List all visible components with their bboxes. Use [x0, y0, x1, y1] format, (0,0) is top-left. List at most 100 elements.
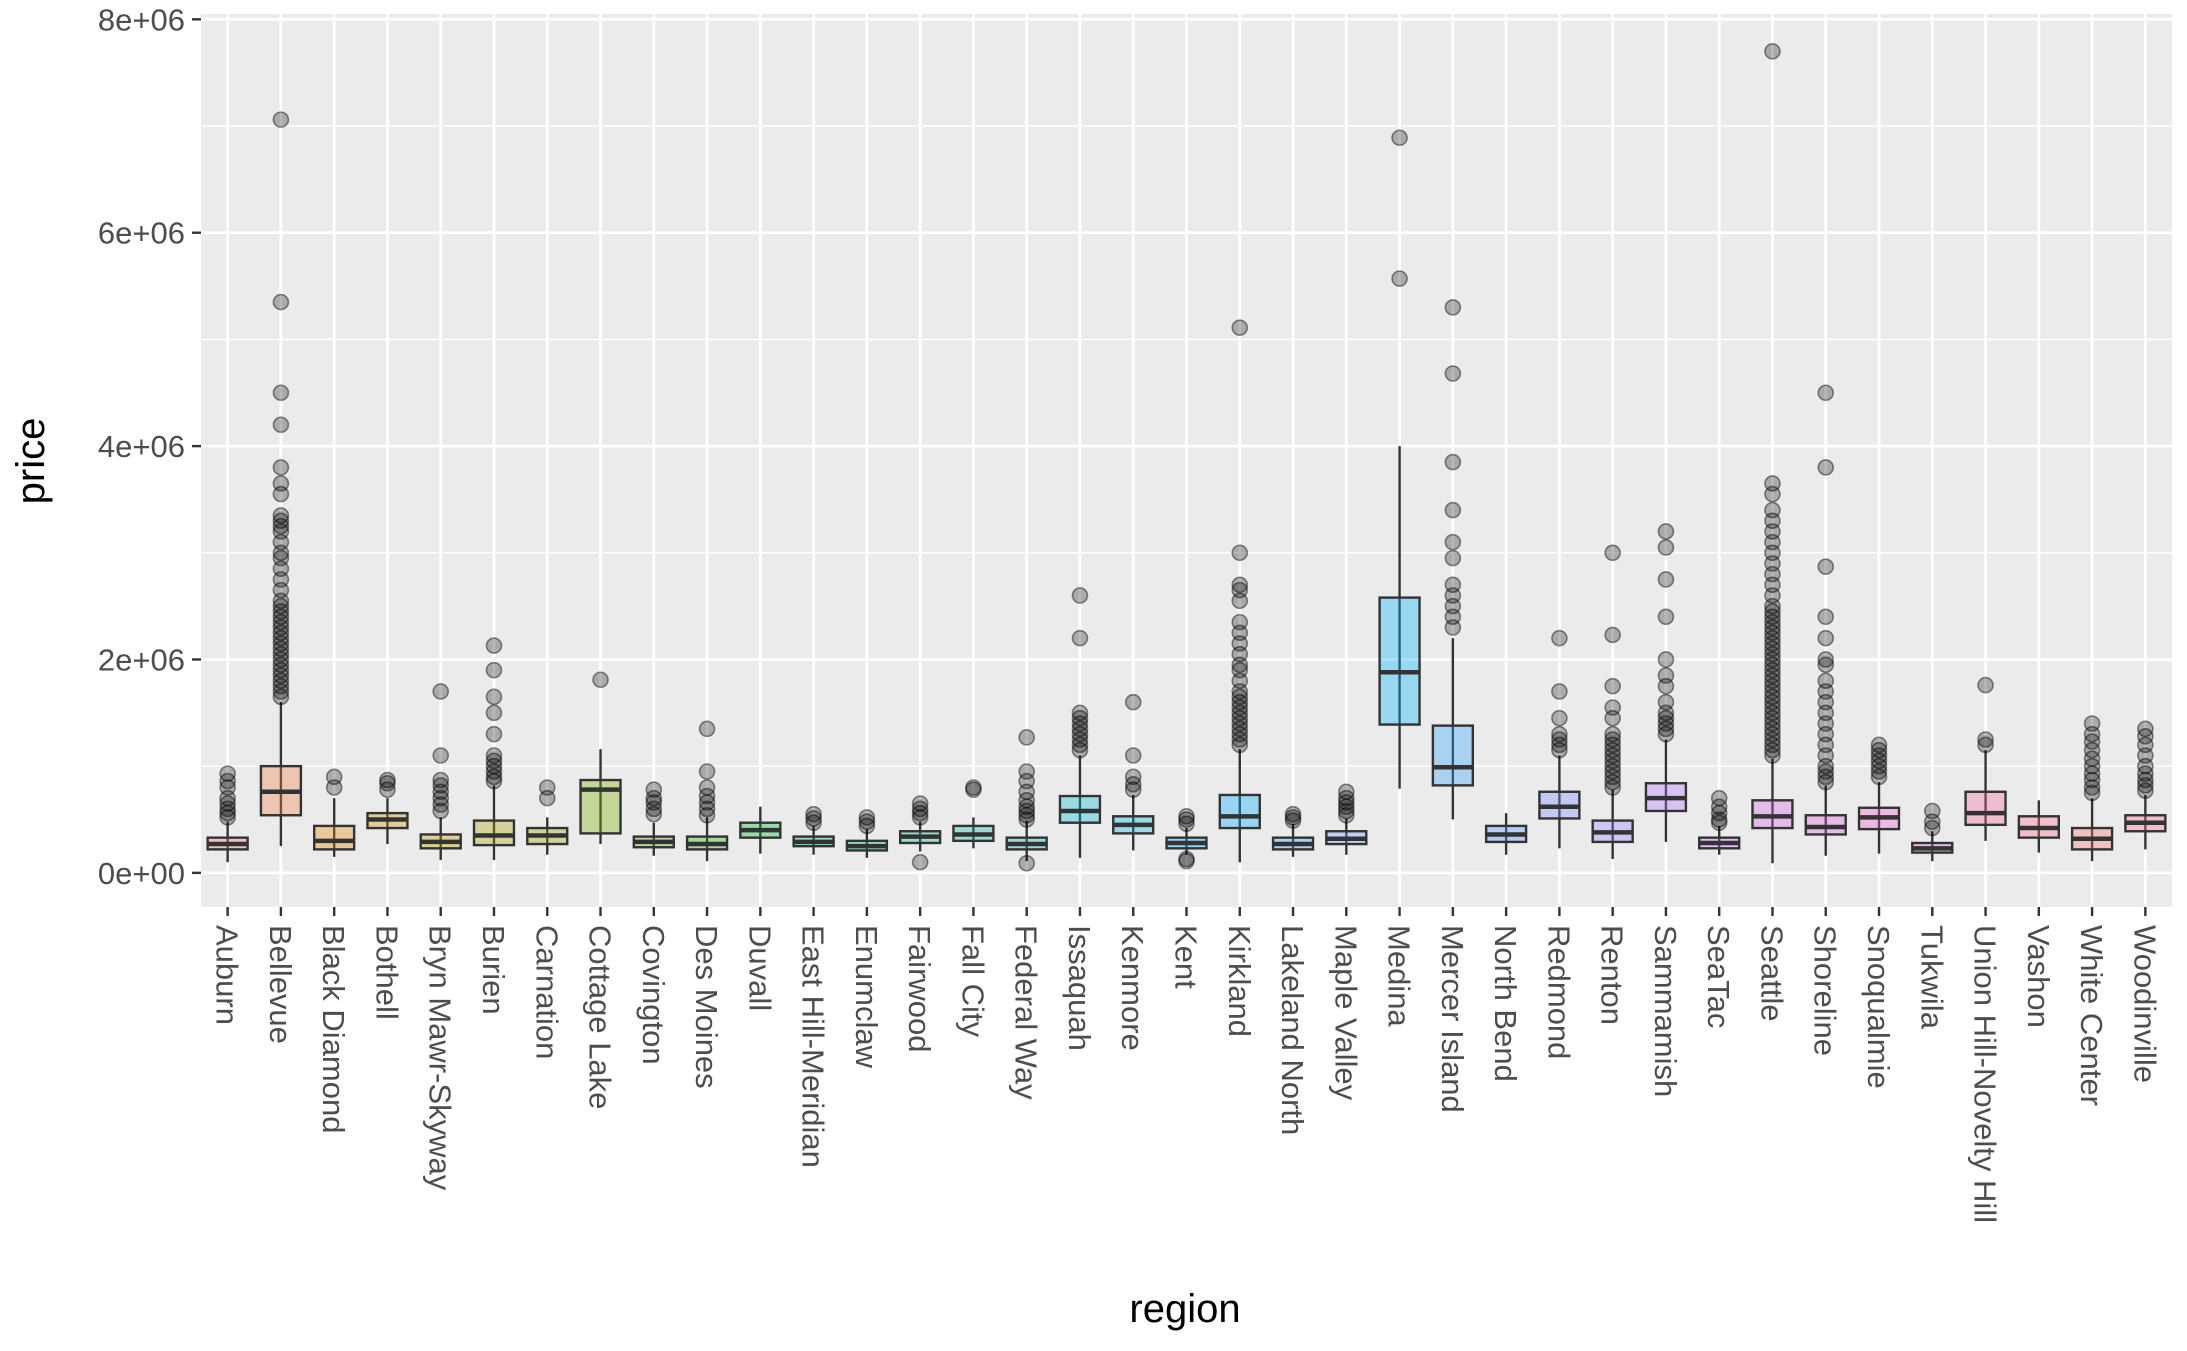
outlier-point	[1870, 763, 1888, 780]
outlier-point	[1284, 812, 1302, 829]
outlier-point	[1018, 772, 1035, 790]
outlier-point	[485, 725, 503, 743]
outlier-point	[1764, 656, 1781, 674]
outlier-point	[1764, 523, 1781, 540]
outlier-point	[1338, 806, 1355, 824]
outlier-point	[1764, 720, 1781, 738]
outlier-point	[1710, 804, 1728, 822]
outlier-point	[272, 507, 290, 524]
box-renton	[1591, 544, 1634, 859]
outlier-point	[1444, 597, 1462, 615]
box-cottage-lake	[579, 671, 622, 845]
outlier-point	[272, 624, 290, 642]
outlier-point	[1284, 805, 1302, 823]
x-tick-label: Redmond	[1541, 925, 1576, 1059]
outlier-point	[1338, 802, 1355, 820]
outlier-point	[1231, 688, 1249, 706]
box-bothell	[366, 771, 409, 845]
outlier-point	[1764, 629, 1781, 647]
box-covington	[632, 781, 675, 856]
x-tick-label: Issaquah	[1062, 925, 1097, 1051]
box-white-center	[2070, 715, 2114, 862]
x-tick-label: Bryn Mawr-Skyway	[423, 925, 458, 1191]
x-tick-label: Des Moines	[689, 925, 724, 1089]
outlier-point	[219, 765, 236, 782]
outlier-point	[219, 809, 236, 826]
outlier-point	[272, 485, 290, 503]
outlier-point	[1710, 811, 1728, 828]
box-woodinville	[2124, 720, 2167, 850]
outlier-point	[2083, 741, 2101, 759]
outlier-point	[432, 771, 450, 789]
outlier-point	[272, 603, 290, 620]
x-tick-label: Fall City	[955, 925, 990, 1037]
outlier-point	[379, 781, 396, 798]
outlier-point	[272, 635, 290, 652]
outlier-point	[219, 804, 236, 822]
outlier-point	[1923, 819, 1941, 837]
outlier-point	[1551, 736, 1568, 754]
outlier-point	[1551, 725, 1568, 743]
outlier-point	[1231, 725, 1249, 743]
outlier-point	[272, 459, 290, 476]
outlier-point	[1071, 587, 1089, 604]
outlier-point	[272, 597, 290, 615]
outlier-point	[1710, 814, 1728, 832]
outlier-point	[1604, 741, 1621, 759]
outlier-point	[272, 667, 290, 684]
x-tick-label: Covington	[636, 925, 671, 1065]
outlier-point	[1764, 715, 1781, 732]
outlier-point	[1764, 704, 1781, 722]
outlier-point	[1764, 741, 1781, 759]
outlier-point	[272, 651, 290, 668]
x-tick-label: Enumclaw	[849, 925, 884, 1069]
outlier-point	[965, 781, 982, 798]
outlier-point	[1977, 676, 1994, 694]
outlier-point	[1604, 544, 1621, 562]
outlier-point	[1231, 661, 1249, 679]
box-iqr	[1378, 596, 1421, 726]
outlier-point	[272, 475, 290, 492]
outlier-point	[2083, 771, 2101, 789]
outlier-point	[2083, 784, 2101, 802]
outlier-point	[432, 789, 450, 807]
outlier-point	[645, 789, 663, 807]
box-union-hill-novelty-hill	[1964, 676, 2007, 841]
outlier-point	[1018, 783, 1035, 801]
outlier-point	[2083, 757, 2101, 775]
outlier-point	[911, 795, 929, 812]
outlier-point	[2137, 727, 2154, 745]
outlier-point	[1551, 709, 1568, 727]
outlier-point	[1657, 715, 1675, 732]
x-tick-label: Woodinville	[2127, 925, 2162, 1083]
outlier-point	[1604, 752, 1621, 770]
box-sammamish	[1644, 523, 1688, 842]
outlier-point	[485, 763, 503, 780]
outlier-point	[1604, 626, 1621, 644]
outlier-point	[1657, 651, 1675, 668]
x-tick-label: Shoreline	[1808, 925, 1843, 1056]
outlier-point	[1764, 43, 1781, 60]
box-mercer-island	[1431, 299, 1475, 820]
outlier-point	[1124, 768, 1142, 786]
outlier-point	[1870, 747, 1888, 764]
outlier-point	[1870, 768, 1888, 786]
outlier-point	[219, 789, 236, 807]
outlier-point	[1817, 693, 1835, 711]
outlier-point	[272, 384, 290, 402]
outlier-point	[1657, 709, 1675, 727]
outlier-point	[1018, 729, 1035, 746]
x-tick-label: Vashon	[2021, 925, 2056, 1028]
outlier-point	[698, 800, 716, 818]
outlier-point	[1124, 747, 1142, 764]
outlier-point	[485, 752, 503, 770]
outlier-point	[1764, 512, 1781, 530]
outlier-point	[272, 672, 290, 690]
outlier-point	[1444, 453, 1462, 471]
x-tick-label: Medina	[1382, 925, 1417, 1027]
box-black-diamond	[312, 768, 356, 857]
outlier-point	[1764, 635, 1781, 652]
outlier-point	[1604, 768, 1621, 786]
outlier-point	[1764, 544, 1781, 562]
